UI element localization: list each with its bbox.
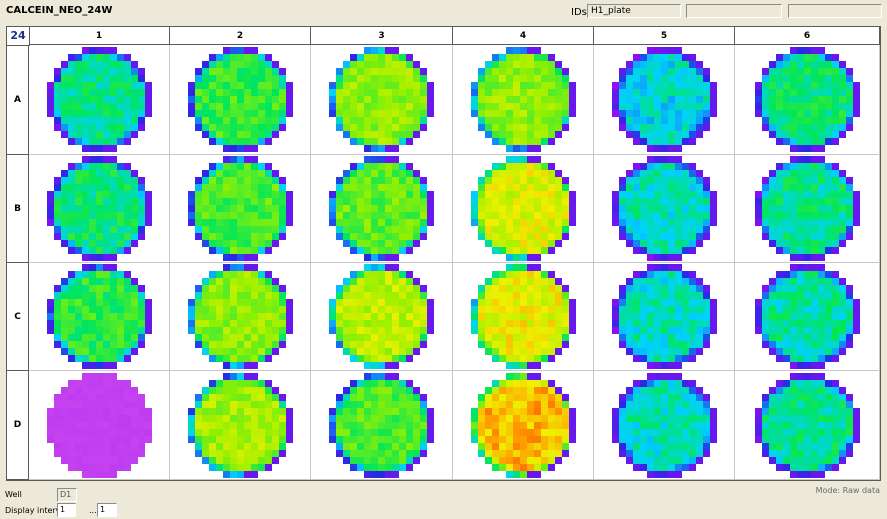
well-image-D1 [46,372,152,478]
well-B6[interactable] [735,155,880,263]
column-header-6[interactable]: 6 [735,27,880,45]
well-A2[interactable] [170,45,311,155]
well-A3[interactable] [311,45,453,155]
ids-field-2[interactable] [686,4,782,18]
row-header-A[interactable]: A [7,45,29,155]
well-image-B1 [46,156,152,261]
column-header-5[interactable]: 5 [594,27,735,45]
column-header-4[interactable]: 4 [453,27,594,45]
well-image-A5 [611,47,717,152]
well-A5[interactable] [594,45,735,155]
well-image-B2 [187,156,293,261]
well-D5[interactable] [594,371,735,480]
well-A4[interactable] [453,45,594,155]
well-image-B6 [754,156,860,261]
well-B5[interactable] [594,155,735,263]
well-D1[interactable] [29,371,170,480]
well-B4[interactable] [453,155,594,263]
well-image-A6 [754,47,860,152]
column-header-1[interactable]: 1 [29,27,170,45]
row-header-D[interactable]: D [7,371,29,480]
well-image-C5 [611,264,717,369]
well-C6[interactable] [735,263,880,371]
well-B3[interactable] [311,155,453,263]
well-image-A1 [46,47,152,152]
ids-label: IDs: [571,7,591,18]
window-title: CALCEIN_NEO_24W [6,5,113,16]
well-count-label: 24 [7,27,30,46]
well-image-B5 [611,156,717,261]
well-D6[interactable] [735,371,880,480]
well-image-D2 [187,372,293,478]
well-image-A3 [329,47,434,152]
well-image-D4 [470,372,576,478]
ids-field-3[interactable] [788,4,882,18]
interval-from-input[interactable]: 1 [57,503,76,517]
well-image-C2 [187,264,293,369]
interval-to-input[interactable]: 1 [97,503,117,517]
well-D3[interactable] [311,371,453,480]
well-D4[interactable] [453,371,594,480]
column-header-3[interactable]: 3 [311,27,453,45]
well-image-C4 [470,264,576,369]
well-B1[interactable] [29,155,170,263]
well-image-B3 [329,156,434,261]
well-image-C6 [754,264,860,369]
well-C5[interactable] [594,263,735,371]
well-A1[interactable] [29,45,170,155]
well-image-D5 [611,372,717,478]
well-value-field: D1 [57,488,77,502]
well-D2[interactable] [170,371,311,480]
row-header-B[interactable]: B [7,155,29,263]
column-header-2[interactable]: 2 [170,27,311,45]
row-header-C[interactable]: C [7,263,29,371]
well-C1[interactable] [29,263,170,371]
well-image-D3 [329,372,434,478]
well-image-A2 [187,47,293,152]
well-image-B4 [470,156,576,261]
interval-separator: ... [89,506,97,515]
well-C2[interactable] [170,263,311,371]
well-A6[interactable] [735,45,880,155]
display-intervals-label: Display intervals: [5,506,75,515]
mode-label: Mode: Raw data [815,486,880,495]
well-image-D6 [754,372,860,478]
well-label: Well [5,490,22,499]
ids-field[interactable]: H1_plate [587,4,681,18]
well-B2[interactable] [170,155,311,263]
well-image-C3 [329,264,434,369]
well-C3[interactable] [311,263,453,371]
well-image-A4 [470,47,576,152]
well-image-C1 [46,264,152,369]
well-C4[interactable] [453,263,594,371]
